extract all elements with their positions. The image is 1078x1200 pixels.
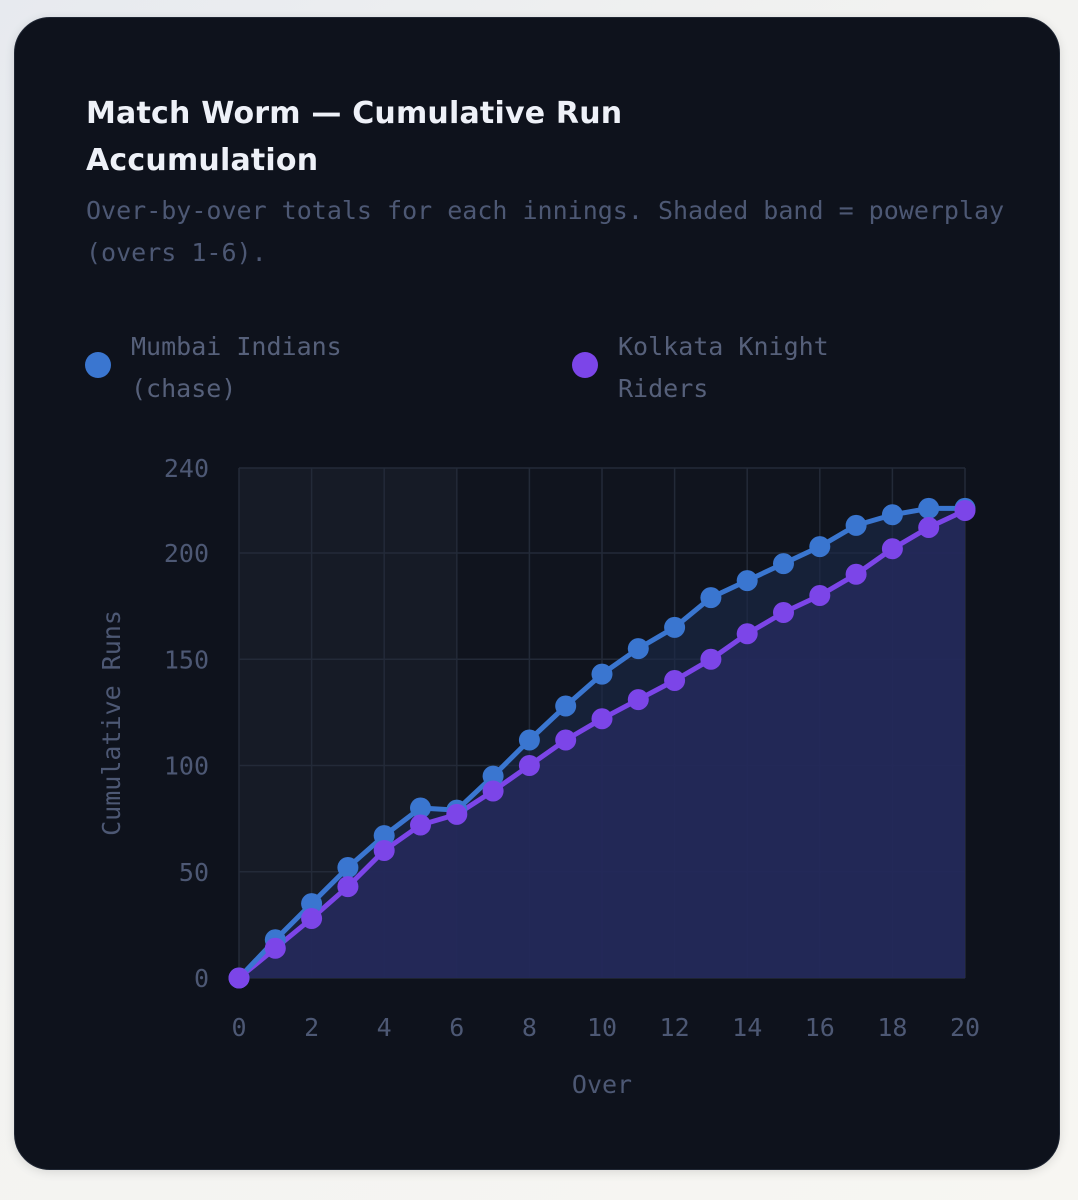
data-point-kolkata-knight-riders-over-7 xyxy=(482,780,504,802)
chart-subtitle: Over-by-over totals for each innings. Sh… xyxy=(86,196,1005,267)
y-tick-label-0: 0 xyxy=(194,964,209,993)
data-point-kolkata-knight-riders-over-2 xyxy=(301,908,323,929)
data-point-mumbai-indians-over-7 xyxy=(482,765,504,787)
data-point-kolkata-knight-riders-over-10 xyxy=(591,708,613,730)
data-point-kolkata-knight-riders-over-11 xyxy=(627,689,649,711)
data-point-mumbai-indians-over-17 xyxy=(845,514,867,536)
data-point-mumbai-indians-over-5 xyxy=(410,797,431,819)
data-point-kolkata-knight-riders-over-18 xyxy=(881,538,903,560)
data-point-kolkata-knight-riders-over-16 xyxy=(809,585,831,606)
x-tick-label-18: 18 xyxy=(877,1013,907,1042)
x-tick-label-16: 16 xyxy=(805,1013,835,1042)
data-point-mumbai-indians-over-8 xyxy=(518,729,540,751)
data-point-kolkata-knight-riders-over-5 xyxy=(410,814,431,836)
data-point-mumbai-indians-over-10 xyxy=(591,663,613,685)
x-tick-label-6: 6 xyxy=(449,1013,464,1042)
series-points-kolkata-knight-riders xyxy=(228,500,976,989)
chart-card: Match Worm — Cumulative Run Accumulation… xyxy=(14,17,1060,1170)
y-tick-label-200: 200 xyxy=(164,539,209,568)
x-axis-title: Over xyxy=(572,1070,632,1099)
data-point-mumbai-indians-over-4 xyxy=(373,825,395,847)
data-point-kolkata-knight-riders-over-6 xyxy=(446,803,468,825)
y-tick-label-150: 150 xyxy=(164,645,209,674)
legend-item-mumbai-indians[interactable]: Mumbai Indians (chase) xyxy=(85,326,421,410)
data-point-kolkata-knight-riders-over-0 xyxy=(228,967,250,989)
data-point-kolkata-knight-riders-over-1 xyxy=(264,937,286,959)
data-point-mumbai-indians-over-11 xyxy=(627,638,649,660)
data-point-kolkata-knight-riders-over-13 xyxy=(700,648,722,670)
data-point-mumbai-indians-over-3 xyxy=(337,857,359,878)
x-tick-label-8: 8 xyxy=(522,1013,537,1042)
y-tick-label-50: 50 xyxy=(179,858,209,887)
data-point-mumbai-indians-over-9 xyxy=(555,695,577,717)
data-point-mumbai-indians-over-18 xyxy=(881,504,903,526)
x-tick-label-2: 2 xyxy=(304,1013,319,1042)
data-point-mumbai-indians-over-12 xyxy=(664,616,686,638)
legend-swatch-kolkata-knight-riders xyxy=(572,352,598,378)
data-point-kolkata-knight-riders-over-14 xyxy=(736,623,758,645)
data-point-mumbai-indians-over-19 xyxy=(918,497,940,519)
data-point-kolkata-knight-riders-over-19 xyxy=(918,517,940,538)
data-point-mumbai-indians-over-2 xyxy=(301,893,323,915)
data-point-mumbai-indians-over-15 xyxy=(773,553,794,575)
data-point-mumbai-indians-over-14 xyxy=(736,570,758,592)
legend-label-kolkata-knight-riders: Kolkata Knight Riders xyxy=(618,332,829,403)
x-axis-ticks: 0 2 4 6 8 10 12 14 16 18 20 xyxy=(231,1013,980,1042)
legend-item-kolkata-knight-riders[interactable]: Kolkata Knight Riders xyxy=(572,326,908,410)
data-point-kolkata-knight-riders-over-8 xyxy=(518,755,540,776)
x-tick-label-10: 10 xyxy=(587,1013,617,1042)
x-tick-label-4: 4 xyxy=(377,1013,392,1042)
x-tick-label-14: 14 xyxy=(732,1013,762,1042)
data-point-kolkata-knight-riders-over-3 xyxy=(337,876,359,898)
data-point-mumbai-indians-over-16 xyxy=(809,536,831,558)
data-point-kolkata-knight-riders-over-17 xyxy=(845,563,867,585)
legend-swatch-mumbai-indians xyxy=(85,352,111,378)
legend-label-mumbai-indians: Mumbai Indians (chase) xyxy=(131,332,342,403)
data-point-kolkata-knight-riders-over-9 xyxy=(555,729,577,751)
series-points-mumbai-indians xyxy=(228,497,976,989)
x-tick-label-12: 12 xyxy=(660,1013,690,1042)
data-point-kolkata-knight-riders-over-15 xyxy=(773,602,794,623)
data-point-mumbai-indians-over-13 xyxy=(700,587,722,609)
y-tick-label-100: 100 xyxy=(164,752,209,781)
y-axis-title: Cumulative Runs xyxy=(97,610,126,836)
x-tick-label-0: 0 xyxy=(231,1013,246,1042)
y-tick-label-240: 240 xyxy=(164,454,209,483)
worm-chart: 0 2 4 6 8 10 12 14 16 18 20050100150200240OverCumu… xyxy=(97,454,980,1099)
chart-title: Match Worm — Cumulative Run Accumulation xyxy=(86,96,623,178)
data-point-kolkata-knight-riders-over-20 xyxy=(954,500,976,521)
data-point-kolkata-knight-riders-over-12 xyxy=(664,670,686,691)
y-axis-ticks: 0 50 100 150 200 240 xyxy=(164,454,209,993)
x-tick-label-20: 20 xyxy=(950,1013,980,1042)
data-point-kolkata-knight-riders-over-4 xyxy=(373,840,395,861)
area-kolkata-knight-riders xyxy=(239,510,965,978)
